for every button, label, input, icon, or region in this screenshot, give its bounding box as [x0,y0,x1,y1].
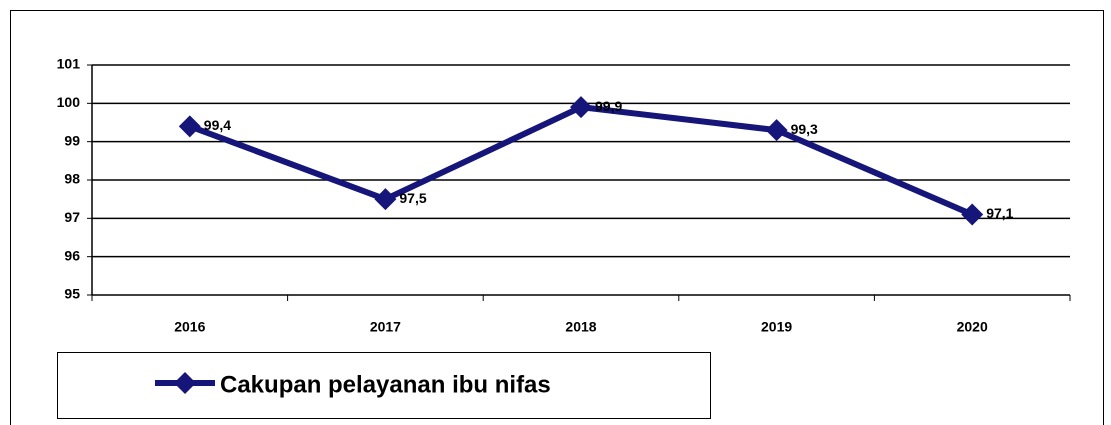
marker [570,96,592,119]
data-label: 97,5 [399,190,426,206]
x-tick-label: 2020 [957,319,988,335]
data-label: 99,3 [791,121,818,137]
marker [374,188,397,211]
y-tick-label: 97 [64,209,80,225]
data-label: 99,9 [595,98,622,114]
marker [178,115,201,138]
legend-label: Cakupan pelayanan ibu nifas [220,371,551,398]
marker [765,119,788,142]
y-tick-label: 100 [57,94,81,110]
legend-marker [174,372,196,394]
y-tick-label: 99 [64,132,80,148]
x-tick-label: 2017 [370,319,401,335]
y-tick-label: 95 [64,286,80,302]
marker [961,203,984,226]
series-line [188,104,974,218]
data-label: 99,4 [204,117,231,133]
x-tick-label: 2018 [565,319,596,335]
y-tick-label: 96 [64,247,80,263]
y-tick-label: 101 [57,56,81,72]
x-tick-label: 2019 [761,319,792,335]
x-tick-label: 2016 [174,319,205,335]
y-tick-label: 98 [64,171,80,187]
chart-border [10,10,1104,425]
data-label: 97,1 [986,205,1013,221]
